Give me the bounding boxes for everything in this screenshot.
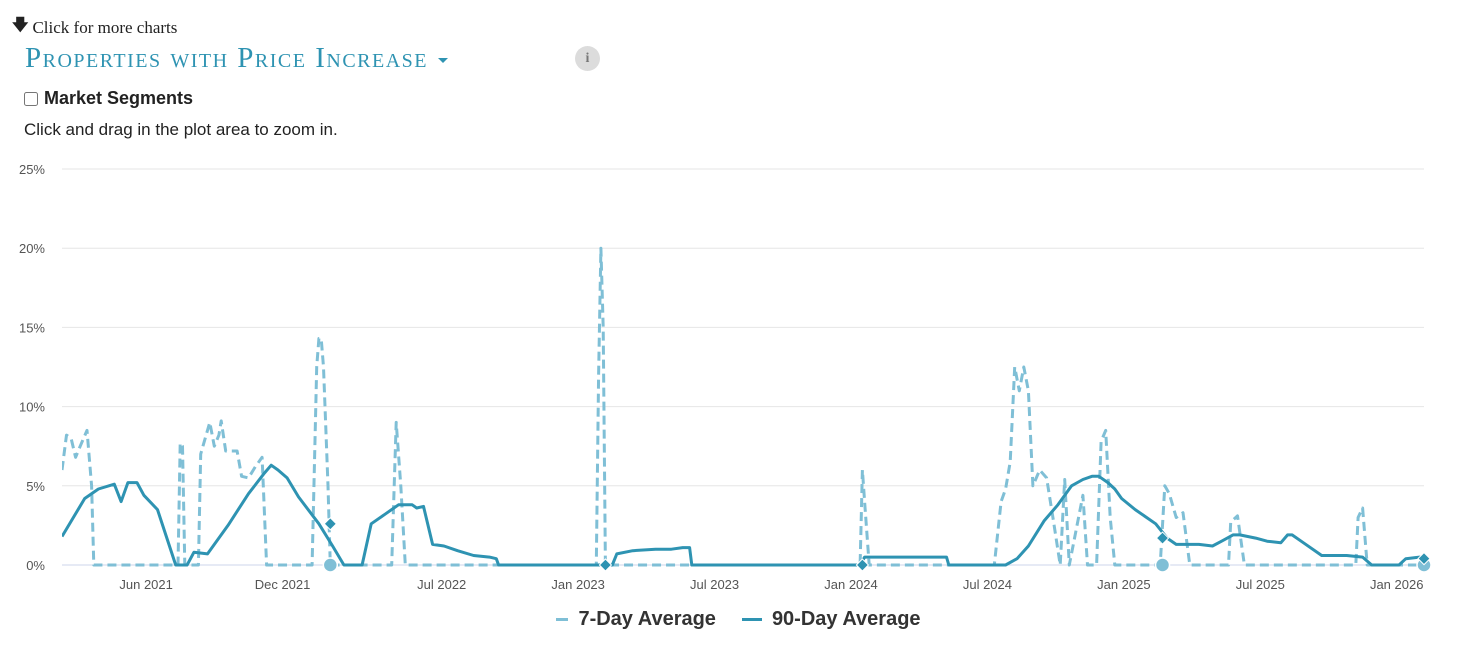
marker-90-day[interactable] (855, 558, 870, 572)
y-axis-ticks: 0% 5% 10% 15% 20% 25% (19, 162, 45, 573)
marker-90-day[interactable] (323, 517, 338, 531)
market-segments-checkbox[interactable] (24, 91, 38, 106)
marker-7-day[interactable] (1154, 557, 1171, 573)
plot-area (62, 246, 1477, 573)
legend-label-7-day: 7-Day Average (578, 608, 716, 630)
market-segments-toggle[interactable]: Market Segments (24, 88, 193, 109)
more-charts-link[interactable]: 🡇 Click for more charts (12, 14, 177, 41)
chart-title-dropdown[interactable]: Properties with Price Increase (25, 42, 449, 75)
legend-item-7-day[interactable]: 7-Day Average (556, 608, 716, 631)
chart-title: Properties with Price Increase (25, 42, 429, 74)
x-tick-label: Jul 2023 (690, 577, 739, 592)
more-charts-label: Click for more charts (32, 17, 178, 37)
zoom-hint: Click and drag in the plot area to zoom … (24, 120, 338, 139)
x-axis-ticks: Jun 2021 Dec 2021 Jul 2022 Jan 2023 Jul 2023… (119, 577, 1423, 592)
y-tick-label: 25% (19, 162, 45, 177)
y-tick-label: 0% (26, 558, 45, 573)
legend-item-90-day[interactable]: 90-Day Average (741, 608, 921, 631)
market-segments-label: Market Segments (44, 88, 194, 108)
legend: 7-Day Average 90-Day Average (0, 608, 1477, 631)
marker-7-day[interactable] (322, 557, 339, 573)
y-tick-label: 15% (19, 320, 45, 335)
x-tick-label: Jul 2025 (1236, 577, 1285, 592)
legend-swatch-90-day (741, 618, 762, 621)
series-line-90-day[interactable] (62, 463, 1477, 567)
legend-swatch-7-day (556, 618, 569, 621)
info-icon[interactable]: i (575, 46, 600, 71)
legend-label-90-day: 90-Day Average (771, 608, 921, 630)
line-chart[interactable]: 0% 5% 10% 15% 20% 25% Jun 2021 Dec 2021 Jul 202… (0, 150, 1477, 600)
x-tick-label: Jan 2023 (551, 577, 605, 592)
y-tick-label: 5% (26, 479, 45, 494)
y-tick-label: 20% (19, 241, 45, 256)
marker-90-day[interactable] (1417, 551, 1431, 566)
x-tick-label: Jan 2025 (1097, 577, 1151, 592)
x-tick-label: Jan 2024 (824, 577, 878, 592)
x-tick-label: Jul 2024 (963, 577, 1012, 592)
marker-90-day[interactable] (1155, 531, 1170, 545)
y-tick-label: 10% (19, 400, 45, 415)
x-tick-label: Jul 2022 (417, 577, 466, 592)
x-tick-label: Dec 2021 (255, 577, 311, 592)
caret-down-icon[interactable] (438, 57, 449, 63)
series-line-7-day[interactable] (62, 246, 1424, 567)
grid-lines (62, 168, 1424, 566)
x-tick-label: Jan 2026 (1370, 577, 1424, 592)
x-tick-label: Jun 2021 (119, 577, 173, 592)
arrow-down-icon: 🡇 (12, 17, 29, 34)
marker-90-day[interactable] (598, 558, 613, 572)
